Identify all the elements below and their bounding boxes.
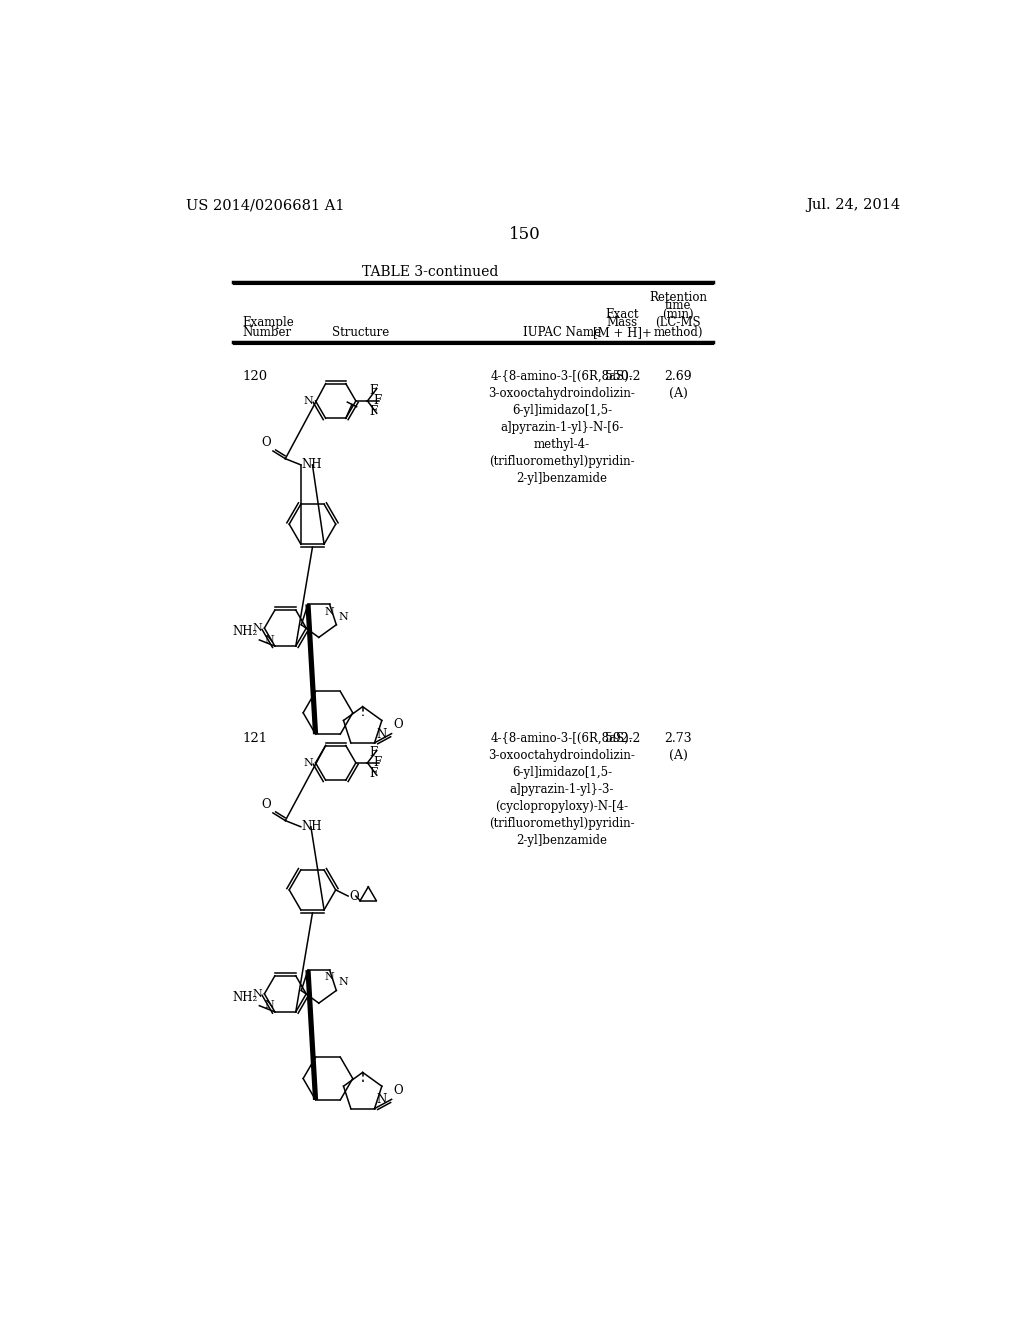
Text: [M + H]+: [M + H]+ [593, 326, 652, 339]
Text: (min): (min) [663, 308, 694, 321]
Text: F: F [370, 767, 378, 780]
Text: Mass: Mass [607, 317, 638, 329]
Text: 4-{8-amino-3-[(6R,8aS)-
3-oxooctahydroindolizin-
6-yl]imidazo[1,5-
a]pyrazin-1-y: 4-{8-amino-3-[(6R,8aS)- 3-oxooctahydroin… [488, 733, 636, 847]
Text: Jul. 24, 2014: Jul. 24, 2014 [806, 198, 900, 213]
Text: NH: NH [302, 458, 323, 471]
Text: F: F [374, 395, 382, 408]
Text: O: O [393, 718, 402, 731]
Text: 592.2: 592.2 [605, 733, 640, 744]
Text: N: N [376, 727, 386, 741]
Text: 121: 121 [243, 733, 268, 744]
Text: N: N [252, 989, 262, 999]
Text: N: N [325, 607, 335, 616]
Text: 120: 120 [243, 370, 268, 383]
Text: O: O [393, 1084, 402, 1097]
Text: (LC-MS: (LC-MS [655, 317, 701, 329]
Text: Example: Example [243, 317, 295, 329]
Text: method): method) [653, 326, 703, 339]
Text: N: N [303, 758, 313, 768]
Text: 2.69
(A): 2.69 (A) [665, 370, 692, 400]
Text: N: N [252, 623, 262, 634]
Text: F: F [370, 405, 378, 418]
Text: TABLE 3-continued: TABLE 3-continued [362, 264, 499, 279]
Text: N: N [303, 396, 313, 407]
Text: 4-{8-amino-3-[(6R,8aS)-
3-oxooctahydroindolizin-
6-yl]imidazo[1,5-
a]pyrazin-1-y: 4-{8-amino-3-[(6R,8aS)- 3-oxooctahydroin… [488, 370, 636, 486]
Text: Number: Number [243, 326, 292, 339]
Text: NH₂: NH₂ [232, 626, 258, 639]
Text: O: O [262, 437, 271, 449]
Text: US 2014/0206681 A1: US 2014/0206681 A1 [186, 198, 345, 213]
Text: IUPAC Name: IUPAC Name [523, 326, 601, 339]
Text: Retention: Retention [649, 290, 708, 304]
Text: O: O [262, 799, 271, 812]
Text: 150: 150 [509, 226, 541, 243]
Text: N: N [264, 1001, 274, 1010]
Text: 550.2: 550.2 [605, 370, 640, 383]
Text: F: F [370, 746, 378, 759]
Text: Structure: Structure [332, 326, 389, 339]
Text: O: O [349, 890, 358, 903]
Text: N: N [339, 977, 348, 987]
Text: N: N [339, 611, 348, 622]
Text: 2.73
(A): 2.73 (A) [665, 733, 692, 762]
Text: N: N [325, 973, 335, 982]
Text: N: N [376, 1093, 386, 1106]
Text: time: time [665, 300, 691, 313]
Text: NH₂: NH₂ [232, 991, 258, 1005]
Text: F: F [374, 756, 382, 770]
Text: NH: NH [302, 820, 323, 833]
Text: N: N [264, 635, 274, 644]
Text: F: F [370, 384, 378, 397]
Text: Exact: Exact [606, 308, 639, 321]
